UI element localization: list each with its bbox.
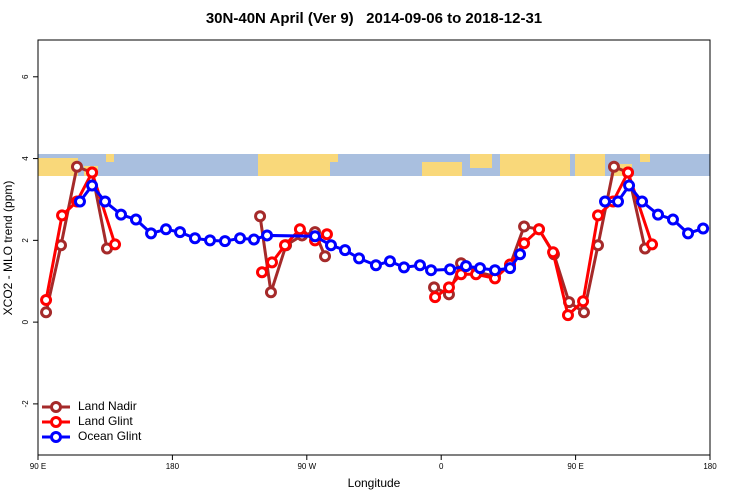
point [612,195,625,208]
point [636,195,649,208]
y-tick-label: 0 [21,319,30,324]
point [353,252,366,265]
series-line [44,168,654,319]
chart-title: 30N-40N April (Ver 9) 2014-09-06 to 2018… [206,10,542,27]
point [256,266,268,279]
point [40,294,53,307]
legend-marker [50,401,62,413]
point [264,286,277,299]
legend-label: Land Glint [78,414,133,428]
point [697,222,710,235]
point [320,228,333,241]
point [309,230,322,243]
point [86,179,99,192]
point [592,209,604,222]
point [159,223,172,236]
point [547,246,560,259]
point [115,208,128,221]
point [398,261,411,274]
x-tick-label: 180 [166,462,180,471]
point [254,210,267,223]
point [324,239,337,252]
x-tick-label: 180 [703,462,717,471]
x-tick-label: 90 W [297,462,316,471]
point [504,262,517,275]
point [682,227,695,240]
point [109,238,122,251]
point [646,238,659,251]
point [577,306,590,319]
point [319,250,332,263]
point [73,195,86,208]
x-axis-label: Longitude [348,476,401,490]
point [561,309,574,322]
point [666,213,679,226]
legend-marker [50,431,62,443]
point [429,291,442,304]
point [99,195,112,208]
point [40,306,53,319]
point [577,295,590,308]
x-tick-label: 0 [439,462,444,471]
point [459,260,472,273]
y-tick-label: 4 [21,156,30,161]
point [442,281,455,294]
point [70,160,83,173]
point [599,195,612,208]
plot-frame [37,39,711,456]
point [145,227,158,240]
point [293,223,306,236]
point [607,160,620,173]
point [623,179,636,192]
y-axis-label: XCO2 - MLO trend (ppm) [1,181,15,316]
point [86,166,99,179]
y-tick-label: -2 [21,400,30,408]
legend-label: Land Nadir [78,399,137,413]
point [622,166,635,179]
point [278,239,291,252]
point [369,259,382,272]
point [204,234,217,247]
point [444,263,457,276]
point [425,264,438,277]
point [514,248,527,261]
point [129,213,142,226]
point [188,232,201,245]
point [413,259,426,272]
map-strip [38,154,710,176]
point [383,255,396,268]
point [174,226,187,239]
x-tick-label: 90 E [567,462,583,471]
point [652,208,665,221]
point [339,244,352,257]
point [474,262,487,275]
point [234,232,247,245]
point [266,256,279,269]
point [518,237,531,250]
point [488,264,501,277]
point [247,233,260,246]
point [218,235,231,248]
point [455,268,468,281]
x-tick-label: 90 E [30,462,46,471]
series-line [44,164,647,315]
y-tick-label: 2 [21,238,30,243]
point [533,223,546,236]
point [518,220,531,233]
y-tick-label: 6 [21,74,30,79]
legend-marker [50,416,62,428]
point [261,229,274,242]
point [56,209,69,222]
legend-label: Ocean Glint [78,429,142,443]
point [428,281,441,294]
